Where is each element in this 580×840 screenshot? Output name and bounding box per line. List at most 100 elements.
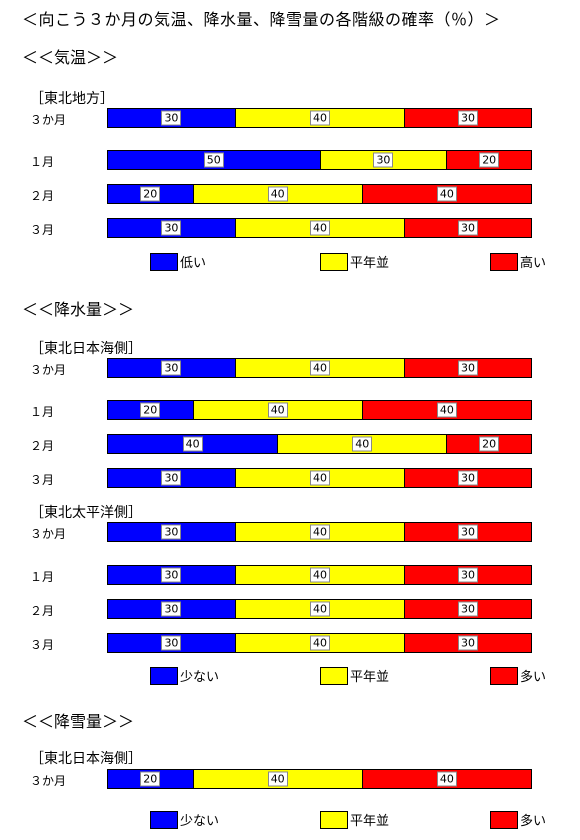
segment-value: 30 bbox=[161, 220, 182, 236]
segment-value: 40 bbox=[267, 402, 288, 418]
segment-value: 30 bbox=[458, 110, 479, 126]
segment-value: 40 bbox=[309, 524, 330, 540]
bar-segment-normal: 40 bbox=[234, 600, 405, 618]
segment-value: 40 bbox=[309, 220, 330, 236]
bar-segment-high: 40 bbox=[361, 185, 531, 203]
legend-label: 少ない bbox=[180, 670, 220, 685]
segment-value: 40 bbox=[182, 436, 203, 452]
segment-value: 30 bbox=[161, 524, 182, 540]
probability-bar: 20 40 40 bbox=[107, 400, 532, 420]
bar-segment-normal: 40 bbox=[192, 401, 362, 419]
section-heading: ＜＜降水量＞＞ bbox=[22, 300, 135, 319]
bar-segment-low: 30 bbox=[108, 359, 235, 377]
segment-value: 30 bbox=[161, 360, 182, 376]
segment-value: 40 bbox=[267, 771, 288, 787]
bar-segment-high: 20 bbox=[446, 435, 531, 453]
legend-item: 多い bbox=[490, 810, 546, 829]
probability-bar: 20 40 40 bbox=[107, 184, 532, 204]
page-title: ＜向こう３か月の気温、降水量、降雪量の各階級の確率（％）＞ bbox=[22, 10, 501, 29]
row-label: １月 bbox=[30, 570, 55, 584]
section-heading: ＜＜降雪量＞＞ bbox=[22, 712, 135, 731]
row-label: ２月 bbox=[30, 439, 55, 453]
bar-segment-low: 20 bbox=[108, 401, 193, 419]
segment-value: 30 bbox=[161, 110, 182, 126]
legend-swatch bbox=[150, 666, 178, 685]
row-label: １月 bbox=[30, 405, 55, 419]
segment-value: 20 bbox=[140, 186, 161, 202]
bar-segment-low: 30 bbox=[108, 523, 235, 541]
legend-item: 低い bbox=[150, 252, 206, 271]
segment-value: 40 bbox=[309, 360, 330, 376]
row-label: ３月 bbox=[30, 473, 55, 487]
bar-segment-low: 50 bbox=[108, 151, 320, 169]
legend-item: 少ない bbox=[150, 666, 219, 685]
bar-segment-low: 20 bbox=[108, 185, 193, 203]
bar-segment-normal: 40 bbox=[234, 219, 405, 237]
region-label: ［東北太平洋側］ bbox=[30, 505, 142, 521]
legend-item: 平年並 bbox=[320, 810, 389, 829]
segment-value: 30 bbox=[458, 601, 479, 617]
probability-bar: 30 40 30 bbox=[107, 522, 532, 542]
probability-bar: 40 40 20 bbox=[107, 434, 532, 454]
bar-segment-normal: 30 bbox=[319, 151, 447, 169]
legend-item: 高い bbox=[490, 252, 546, 271]
row-label: ２月 bbox=[30, 189, 55, 203]
legend-item: 平年並 bbox=[320, 666, 389, 685]
bar-segment-low: 20 bbox=[108, 770, 193, 788]
legend-swatch bbox=[320, 810, 348, 829]
bar-segment-normal: 40 bbox=[234, 359, 405, 377]
legend-swatch bbox=[490, 666, 518, 685]
bar-segment-high: 30 bbox=[404, 634, 531, 652]
row-label: ３月 bbox=[30, 638, 55, 652]
region-label: ［東北地方］ bbox=[30, 91, 114, 107]
probability-bar: 20 40 40 bbox=[107, 769, 532, 789]
probability-bar: 30 40 30 bbox=[107, 599, 532, 619]
segment-value: 30 bbox=[458, 220, 479, 236]
probability-bar: 30 40 30 bbox=[107, 633, 532, 653]
legend-item: 多い bbox=[490, 666, 546, 685]
segment-value: 30 bbox=[161, 470, 182, 486]
segment-value: 30 bbox=[458, 567, 479, 583]
segment-value: 30 bbox=[161, 635, 182, 651]
bar-segment-low: 30 bbox=[108, 600, 235, 618]
row-label: １月 bbox=[30, 155, 55, 169]
segment-value: 30 bbox=[458, 524, 479, 540]
bar-segment-normal: 40 bbox=[234, 523, 405, 541]
bar-segment-low: 40 bbox=[108, 435, 278, 453]
segment-value: 50 bbox=[203, 152, 224, 168]
row-label: ３か月 bbox=[30, 527, 67, 541]
segment-value: 40 bbox=[309, 601, 330, 617]
bar-segment-high: 20 bbox=[446, 151, 531, 169]
bar-segment-low: 30 bbox=[108, 219, 235, 237]
legend-label: 多い bbox=[520, 670, 547, 685]
segment-value: 40 bbox=[309, 110, 330, 126]
bar-segment-high: 30 bbox=[404, 523, 531, 541]
legend-label: 低い bbox=[180, 256, 207, 271]
bar-segment-low: 30 bbox=[108, 566, 235, 584]
region-label: ［東北日本海側］ bbox=[30, 341, 142, 357]
segment-value: 30 bbox=[161, 601, 182, 617]
legend-label: 平年並 bbox=[350, 256, 390, 271]
segment-value: 40 bbox=[436, 186, 457, 202]
segment-value: 40 bbox=[309, 470, 330, 486]
probability-bar: 50 30 20 bbox=[107, 150, 532, 170]
segment-value: 20 bbox=[479, 436, 500, 452]
bar-segment-high: 40 bbox=[361, 401, 531, 419]
bar-segment-normal: 40 bbox=[234, 109, 405, 127]
legend-swatch bbox=[490, 252, 518, 271]
legend-item: 少ない bbox=[150, 810, 219, 829]
bar-segment-normal: 40 bbox=[234, 634, 405, 652]
probability-bar: 30 40 30 bbox=[107, 218, 532, 238]
segment-value: 40 bbox=[267, 186, 288, 202]
segment-value: 30 bbox=[161, 567, 182, 583]
bar-segment-low: 30 bbox=[108, 469, 235, 487]
legend-swatch bbox=[150, 252, 178, 271]
region-label: ［東北日本海側］ bbox=[30, 751, 142, 767]
bar-segment-high: 30 bbox=[404, 566, 531, 584]
probability-bar: 30 40 30 bbox=[107, 358, 532, 378]
bar-segment-normal: 40 bbox=[234, 566, 405, 584]
segment-value: 40 bbox=[309, 567, 330, 583]
bar-segment-low: 30 bbox=[108, 109, 235, 127]
segment-value: 30 bbox=[373, 152, 394, 168]
legend-label: 多い bbox=[520, 814, 547, 829]
